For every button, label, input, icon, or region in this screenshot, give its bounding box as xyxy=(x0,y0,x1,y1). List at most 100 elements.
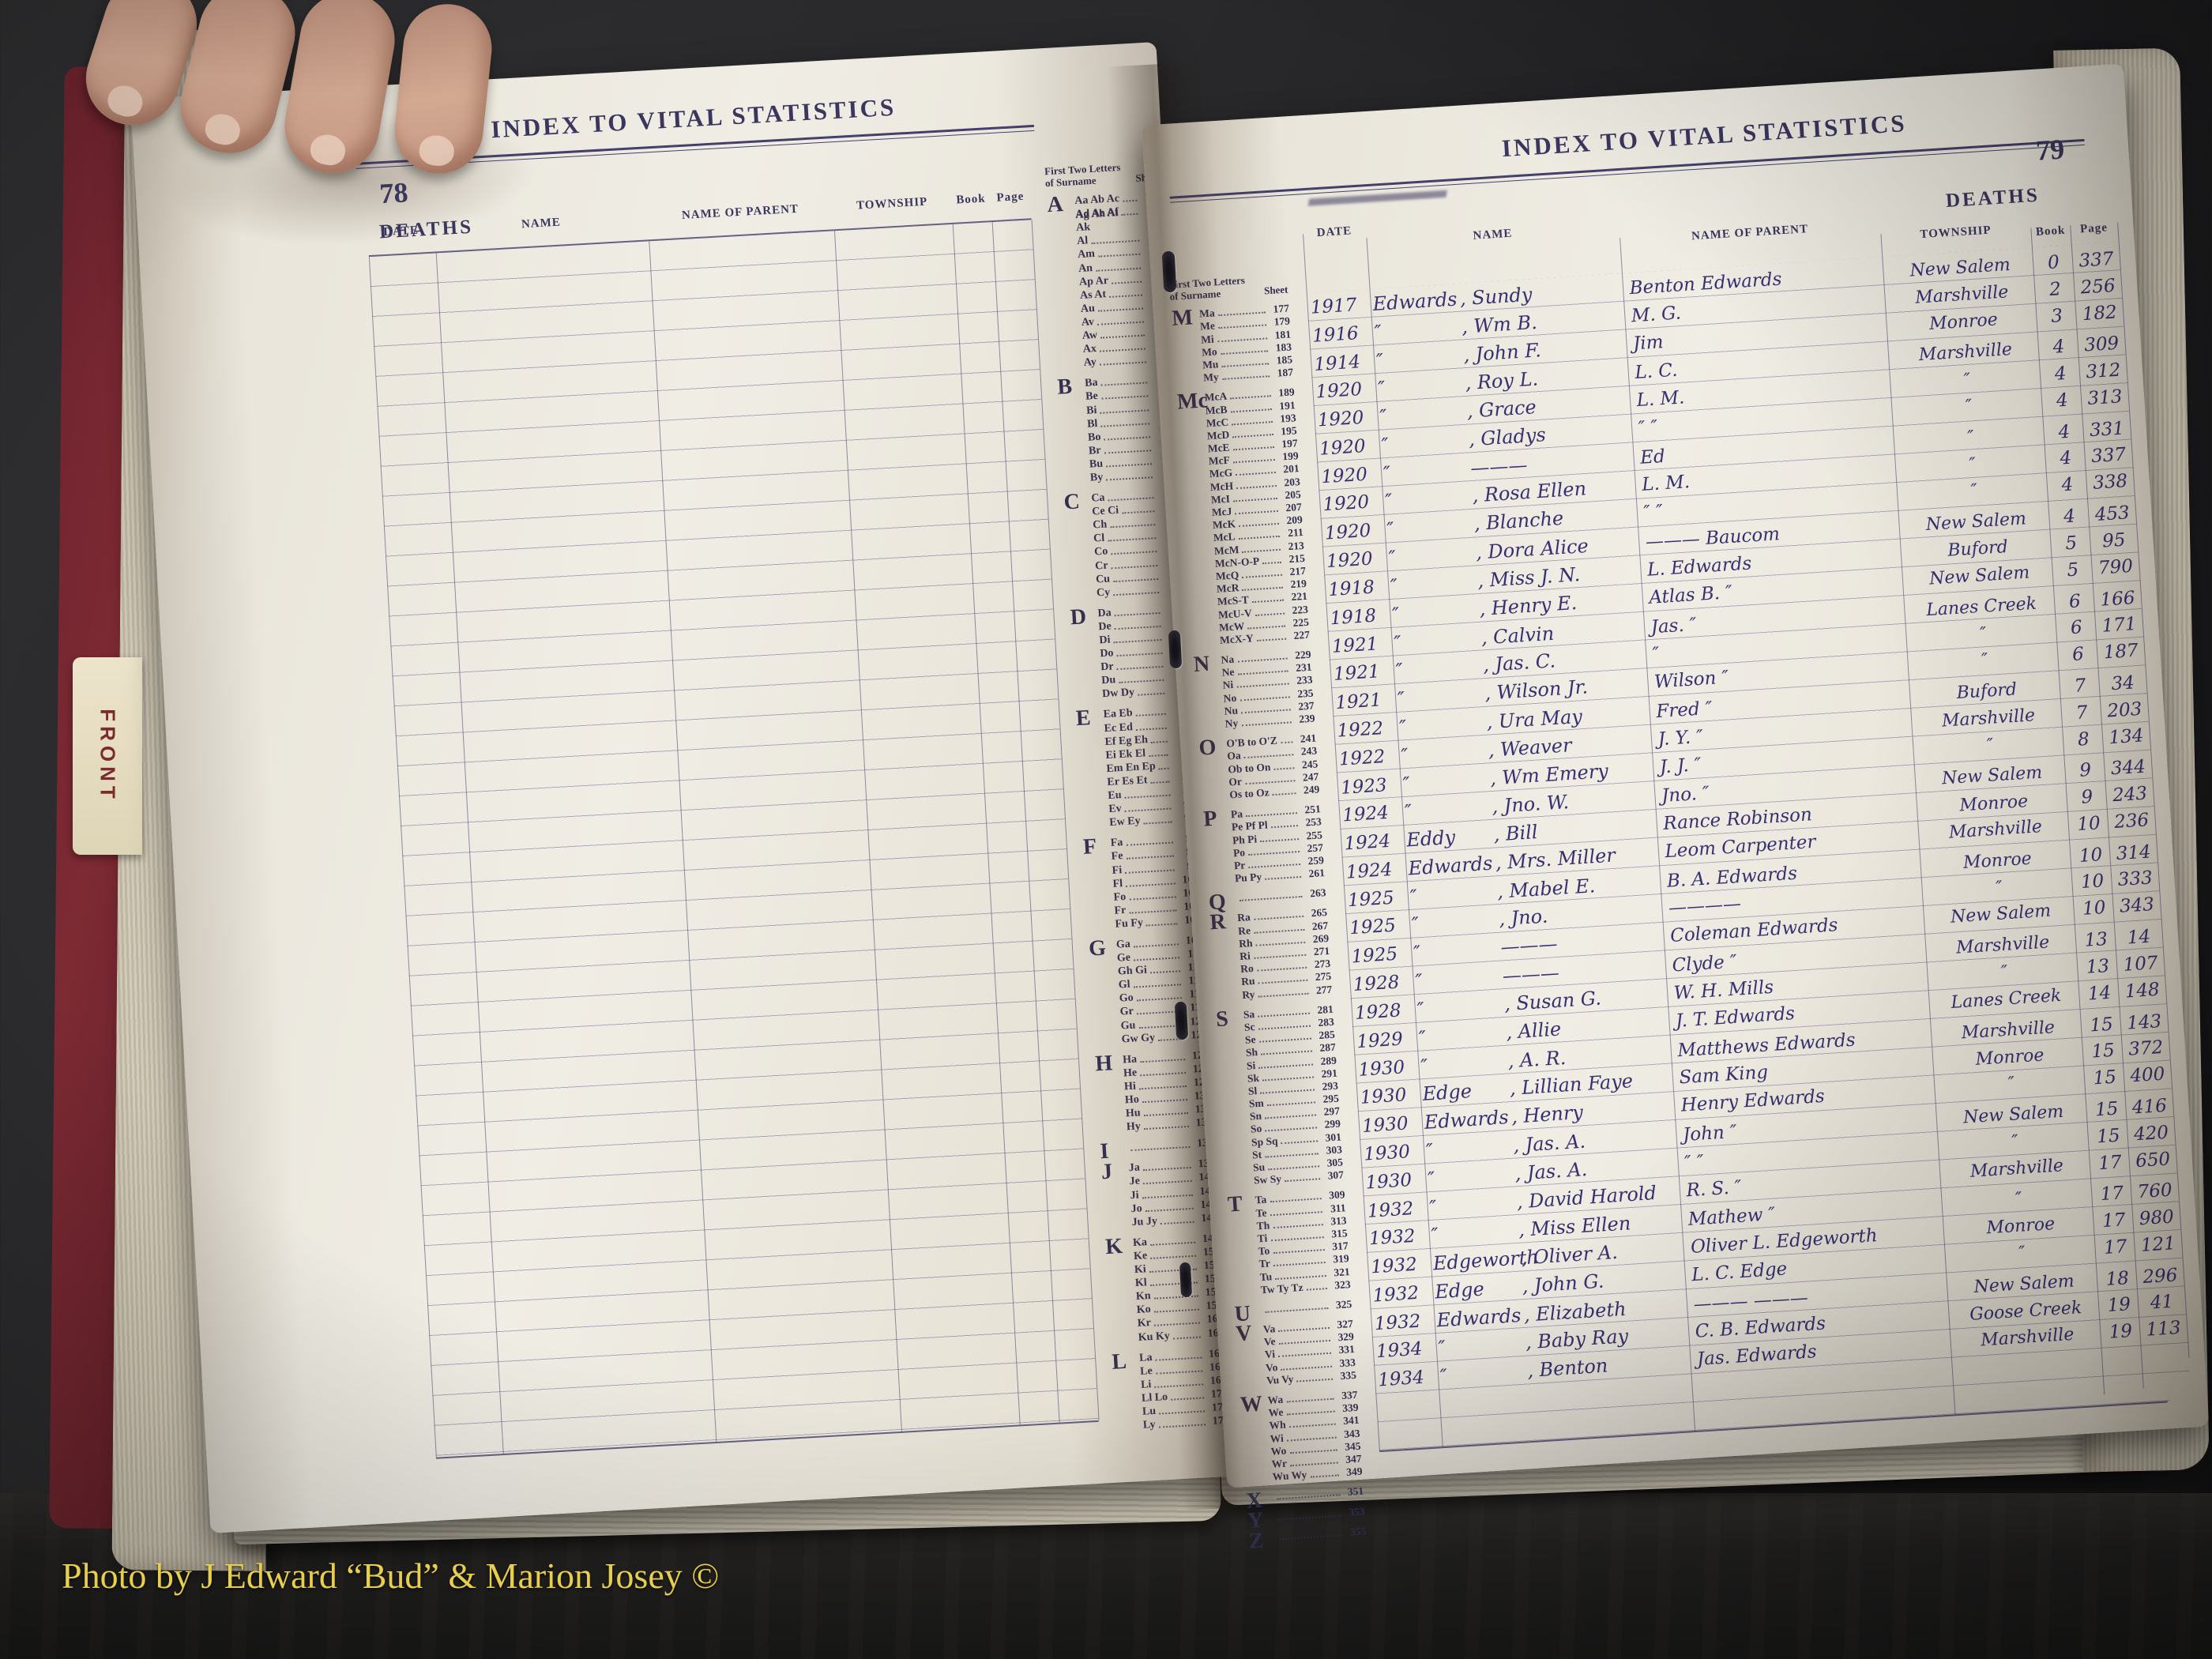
dotted-leader xyxy=(1154,1383,1204,1388)
dotted-leader xyxy=(1242,574,1283,578)
entry-page: 337 xyxy=(2090,444,2127,468)
dotted-leader xyxy=(1113,577,1159,582)
index-label: Ha xyxy=(1122,1053,1138,1066)
sheet-number: 183 xyxy=(1275,340,1292,354)
hand-fingers xyxy=(73,0,537,181)
dotted-leader xyxy=(1122,510,1155,514)
dotted-leader xyxy=(1125,868,1175,874)
entry-page: 182 xyxy=(2081,301,2118,325)
entry-page: 148 xyxy=(2124,979,2161,1003)
index-letter: E xyxy=(1075,705,1092,732)
sheet-number: 341 xyxy=(1342,1414,1360,1428)
index-label: McX-Y xyxy=(1219,632,1255,646)
entry-page: 107 xyxy=(2122,952,2159,976)
index-letter: O xyxy=(1198,735,1217,761)
entry-surname: Edwards xyxy=(1407,852,1494,880)
dotted-leader xyxy=(1155,1356,1202,1361)
index-label: Wh xyxy=(1269,1418,1287,1432)
sheet-number: 305 xyxy=(1326,1156,1344,1169)
dotted-leader xyxy=(1236,683,1289,689)
index-letter: H xyxy=(1094,1050,1113,1077)
entry-page: 256 xyxy=(2079,275,2116,299)
entry-surname: ″ xyxy=(1379,405,1388,428)
index-label: Kl xyxy=(1134,1277,1148,1290)
index-label: Ec Ed xyxy=(1104,720,1134,735)
entry-surname: Edgeworth xyxy=(1432,1246,1540,1275)
index-label: Fa xyxy=(1110,837,1123,850)
dotted-leader xyxy=(1244,779,1296,784)
index-label: Rh xyxy=(1238,936,1253,950)
index-label: McJ xyxy=(1211,505,1232,519)
entry-township: New Salem xyxy=(1973,1271,2075,1298)
dotted-leader xyxy=(1232,497,1278,502)
index-label: Sp Sq xyxy=(1251,1134,1278,1149)
index-label: To xyxy=(1258,1244,1270,1258)
entry-surname: ″ xyxy=(1428,1195,1438,1219)
index-group-R: R Ra 265 Re 267 Rh 269 Ri 271 Ro 273 Ru 275 Ry 277 xyxy=(1209,906,1333,1003)
dotted-leader xyxy=(1265,1307,1329,1313)
entry-book: 15 xyxy=(2094,1098,2120,1121)
sheet-number: 287 xyxy=(1319,1040,1337,1055)
sheet-number: 195 xyxy=(1280,424,1298,438)
sheet-number: 203 xyxy=(1283,475,1301,488)
dotted-leader xyxy=(1296,1378,1334,1382)
entry-surname: ″ xyxy=(1401,772,1411,796)
col-header-date: DATE xyxy=(1316,224,1352,240)
index-label: Ma xyxy=(1198,307,1216,320)
entry-date: 1924 xyxy=(1343,830,1391,855)
entry-date: 1928 xyxy=(1354,1000,1402,1024)
entry-book: 9 xyxy=(2080,786,2094,808)
entry-surname: ″ xyxy=(1377,377,1386,400)
entry-township: Marshville xyxy=(1969,1156,2064,1182)
dotted-leader xyxy=(1108,537,1157,542)
index-label: Pu Py xyxy=(1234,871,1262,885)
index-label: Er Es Et xyxy=(1107,774,1148,788)
dotted-leader xyxy=(1143,1112,1189,1117)
sheet-number: 225 xyxy=(1292,615,1310,629)
dotted-leader xyxy=(1230,408,1272,412)
index-label: Mu xyxy=(1202,358,1219,371)
index-label: Wu Wy xyxy=(1272,1469,1307,1483)
dotted-leader xyxy=(1261,1050,1313,1055)
dotted-leader xyxy=(1286,1410,1335,1416)
sheet-number: 191 xyxy=(1278,398,1296,412)
entry-township: ″ xyxy=(2014,1189,2023,1210)
entry-book: 15 xyxy=(2089,1014,2114,1036)
sheet-number: 247 xyxy=(1302,770,1319,784)
sheet-number: 261 xyxy=(1308,867,1326,880)
dotted-leader xyxy=(1265,1153,1319,1158)
index-label: Mi xyxy=(1200,333,1215,346)
entry-surname: ″ xyxy=(1439,1364,1448,1388)
index-label: McW xyxy=(1218,619,1245,634)
sheet-number: 209 xyxy=(1286,514,1304,527)
index-label: Ra xyxy=(1236,911,1251,924)
entry-page: 236 xyxy=(2113,809,2150,833)
index-label: Eu xyxy=(1108,789,1122,803)
dotted-leader xyxy=(1111,551,1157,555)
dotted-leader xyxy=(1097,321,1145,325)
dotted-leader xyxy=(1149,754,1168,757)
sheet-number: 177 xyxy=(1273,302,1290,315)
entry-surname: ″ xyxy=(1382,461,1391,485)
index-label: Nu xyxy=(1224,704,1239,717)
index-label: Ja xyxy=(1128,1161,1141,1175)
index-label: McI xyxy=(1210,492,1231,506)
dotted-leader xyxy=(1154,1322,1200,1327)
sheet-number: 235 xyxy=(1296,687,1314,700)
index-label: Pr xyxy=(1233,859,1246,872)
sheet-number: 331 xyxy=(1338,1343,1356,1356)
sheet-number: 319 xyxy=(1332,1252,1350,1266)
ledger-right-page: INDEX TO VITAL STATISTICS 79 DEATHS DATE… xyxy=(1141,63,2210,1553)
entry-date: 1928 xyxy=(1352,972,1401,996)
index-label: Bi xyxy=(1085,404,1097,417)
sheet-number: 249 xyxy=(1303,783,1320,796)
entry-date: 1920 xyxy=(1324,521,1372,544)
index-label: Sc xyxy=(1243,1020,1255,1033)
sheet-number: 291 xyxy=(1321,1066,1338,1080)
dotted-leader xyxy=(1232,446,1274,451)
index-label: Vu Vy xyxy=(1266,1372,1294,1386)
index-label: By xyxy=(1089,471,1104,484)
index-group-S: S Sa 281 Sc 283 Se 285 Sh 287 Si 289 Sk 291 Sl 293 Sm 29… xyxy=(1214,1003,1344,1189)
index-label: Po xyxy=(1232,846,1246,859)
dotted-leader xyxy=(1265,1127,1318,1132)
